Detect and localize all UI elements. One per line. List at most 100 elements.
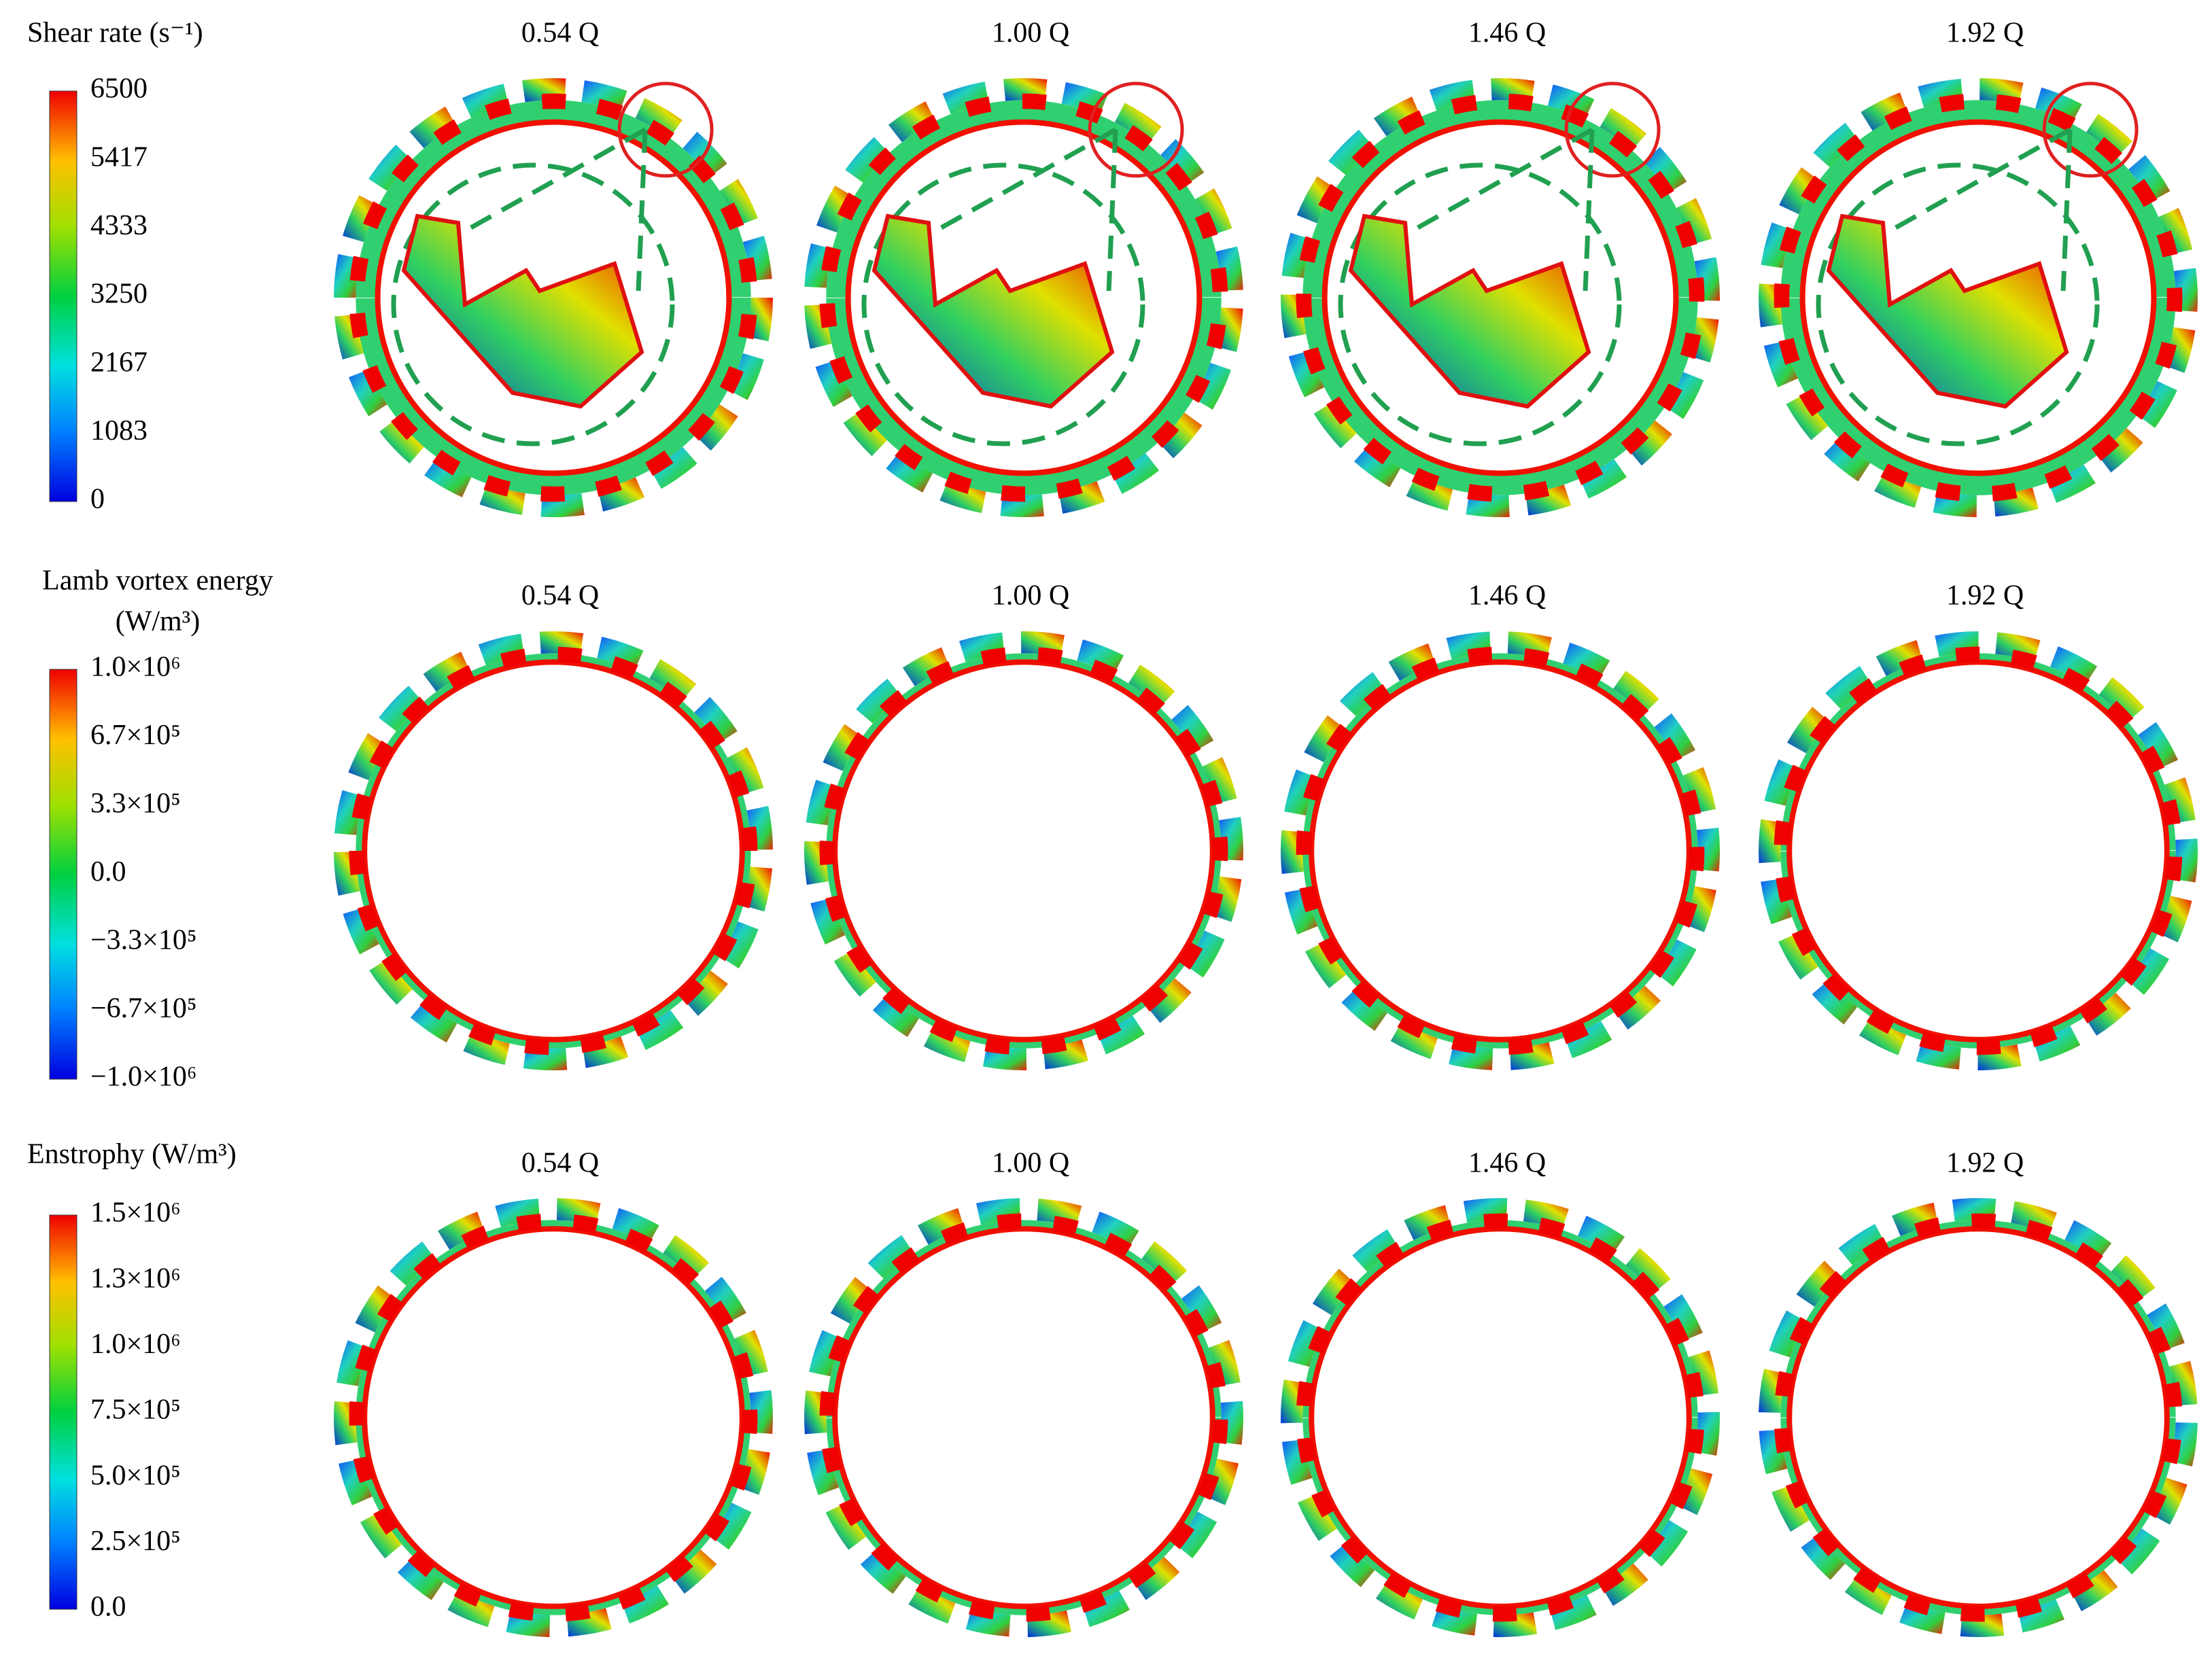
blade <box>704 1276 746 1324</box>
vortex-core <box>1778 338 1800 365</box>
blade <box>1171 705 1214 752</box>
inset-blade <box>871 213 1115 409</box>
blade <box>1112 453 1160 494</box>
vortex-core <box>1810 716 1837 744</box>
blade <box>683 970 728 1016</box>
blade <box>816 186 854 233</box>
blade <box>1077 639 1124 675</box>
colorbar-tick-label: 3.3×10⁵ <box>90 788 181 820</box>
vortex-core <box>929 1018 958 1042</box>
vortex-core <box>391 412 418 440</box>
vortex-core <box>1411 657 1440 681</box>
vortex-core <box>351 793 373 820</box>
colorbar-tick-label: 2167 <box>90 347 148 378</box>
vortex-core <box>1175 729 1201 757</box>
blade <box>598 477 645 512</box>
vortex-core <box>407 1549 436 1577</box>
blade <box>1796 1261 1840 1307</box>
blade <box>1404 1205 1451 1240</box>
blade <box>1298 1494 1337 1541</box>
vortex-core <box>732 1352 754 1380</box>
vortex-core <box>1318 183 1344 212</box>
vortex-core <box>1351 141 1380 169</box>
vortex-core <box>353 1456 375 1484</box>
blade <box>2128 155 2171 202</box>
colorbar-tick-label: −3.3×10⁵ <box>90 925 197 956</box>
blade <box>867 1235 914 1279</box>
blade <box>1146 978 1192 1023</box>
vortex-core <box>2109 1536 2137 1564</box>
vortex-core <box>355 1344 377 1372</box>
vortex-core <box>1976 1038 2001 1055</box>
blade <box>2138 722 2179 769</box>
blade <box>1625 1248 1671 1293</box>
zoom-lines <box>430 127 648 292</box>
blade <box>1874 472 1922 508</box>
blade <box>1778 932 1818 980</box>
vortex-core <box>1866 1008 1895 1034</box>
blade <box>2158 896 2192 943</box>
vortex-core <box>2015 1596 2043 1618</box>
vortex-core <box>837 192 862 221</box>
colorbar-tick-label: −6.7×10⁵ <box>90 993 197 1024</box>
panel-label: 1.46 Q <box>1468 1148 1546 1179</box>
vortex-core <box>1177 941 1203 970</box>
vortex-core <box>2025 1220 2053 1242</box>
vortex-core <box>1435 1596 1463 1618</box>
blade <box>649 659 697 701</box>
zoom-circle <box>2042 82 2139 178</box>
vortex-core <box>940 1222 969 1246</box>
contour-panel: 1.46 Q <box>1281 1148 1720 1638</box>
vortex-core <box>2044 465 2073 489</box>
vortex-core <box>1774 1428 1793 1454</box>
vortex-core <box>1561 104 1589 128</box>
vortex-core <box>580 1033 607 1053</box>
vortex-core <box>1001 485 1026 502</box>
vortex-core <box>1880 463 1909 488</box>
blade <box>1373 96 1421 137</box>
vortex-core <box>1297 1437 1317 1464</box>
vortex-core <box>2164 856 2183 881</box>
blade <box>1859 1017 1907 1055</box>
blade <box>2018 1599 2064 1633</box>
blade <box>1181 1285 1222 1333</box>
vortex-core <box>1680 789 1701 816</box>
inner-ring <box>832 659 1215 1042</box>
blade <box>1205 1458 1239 1505</box>
vortex-core <box>1206 323 1226 349</box>
blade <box>2086 113 2132 157</box>
blade <box>1645 1520 1689 1567</box>
vortex-core <box>2066 1573 2094 1598</box>
colorbar-tick-label: 5417 <box>90 141 148 173</box>
vortex-core <box>1785 1480 1810 1509</box>
blade <box>2033 1025 2081 1062</box>
panel-label: 1.00 Q <box>992 580 1069 612</box>
blade <box>1375 1580 1423 1620</box>
vortex-core <box>825 894 847 922</box>
vortex-core <box>871 1543 899 1571</box>
vortex-core <box>500 648 527 669</box>
vortex-core <box>1508 1037 1534 1055</box>
vortex-core <box>485 99 512 120</box>
zoom-lines <box>900 127 1118 292</box>
vortex-core <box>540 486 566 502</box>
vortex-core <box>828 1335 851 1363</box>
colorbar-tick-label: 1083 <box>90 415 148 446</box>
vortex-core <box>1799 388 1825 417</box>
blade <box>1769 1310 1806 1358</box>
blade <box>1288 350 1324 398</box>
vortex-core <box>453 1582 482 1607</box>
blade <box>1195 188 1232 236</box>
vortex-core <box>965 96 992 118</box>
contour-panel: 1.00 Q <box>804 1148 1244 1637</box>
blade <box>1825 666 1872 709</box>
blade <box>1644 147 1687 194</box>
vortex-core <box>1451 1034 1477 1054</box>
vortex-core <box>369 740 395 769</box>
blade <box>447 1590 495 1628</box>
blade <box>860 1549 906 1594</box>
vortex-core <box>1589 1237 1617 1263</box>
vortex-core <box>1621 427 1649 455</box>
blade <box>1406 476 1453 511</box>
vortex-core <box>1467 484 1493 502</box>
